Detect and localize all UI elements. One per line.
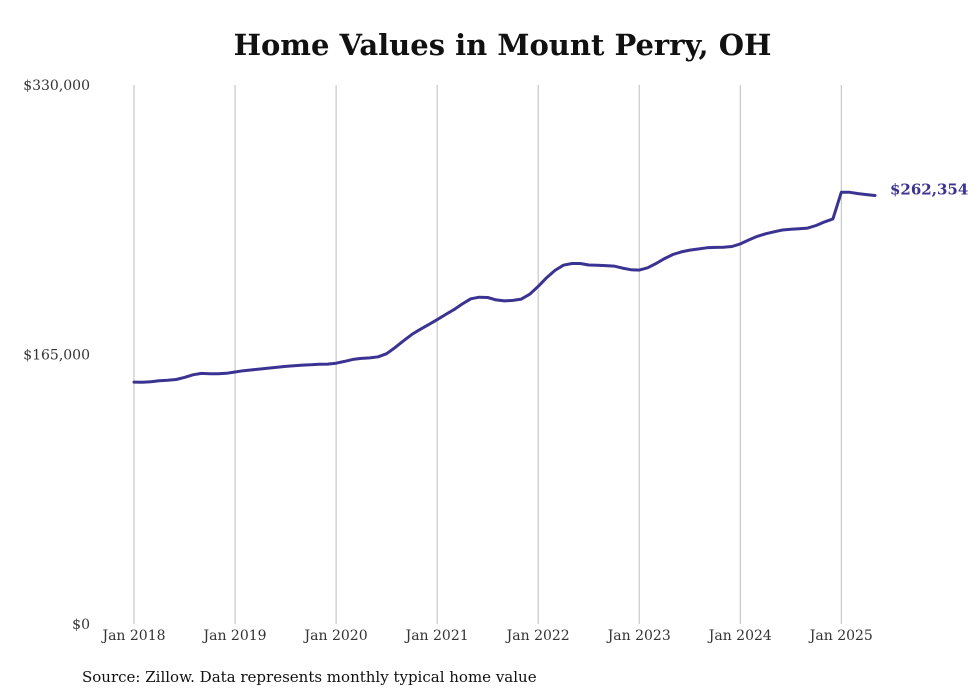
y-tick-label: $330,000 bbox=[23, 78, 90, 94]
x-axis-ticks: Jan 2018 Jan 2019 Jan 2020 Jan 2021 Jan 2022… bbox=[100, 628, 872, 644]
series: $262,354 bbox=[132, 180, 968, 384]
x-tick-label: Jan 2025 bbox=[808, 628, 873, 644]
x-tick-label: Jan 2022 bbox=[505, 628, 570, 644]
x-tick-label: Jan 2018 bbox=[100, 628, 165, 644]
x-tick-label: Jan 2023 bbox=[606, 628, 671, 644]
source-note: Source: Zillow. Data represents monthly … bbox=[82, 668, 537, 686]
gridlines bbox=[133, 85, 842, 624]
x-tick-label: Jan 2019 bbox=[202, 628, 267, 644]
series-line bbox=[132, 190, 877, 384]
x-tick-label: Jan 2021 bbox=[404, 628, 469, 644]
y-tick-label: $0 bbox=[72, 617, 90, 633]
chart-title: Home Values in Mount Perry, OH bbox=[233, 28, 772, 62]
x-tick-label: Jan 2024 bbox=[707, 628, 772, 644]
end-value-label: $262,354 bbox=[890, 180, 968, 198]
x-tick-label: Jan 2020 bbox=[303, 628, 368, 644]
y-tick-label: $165,000 bbox=[23, 348, 90, 364]
y-axis-ticks: $0 $165,000 $330,000 bbox=[23, 78, 90, 633]
